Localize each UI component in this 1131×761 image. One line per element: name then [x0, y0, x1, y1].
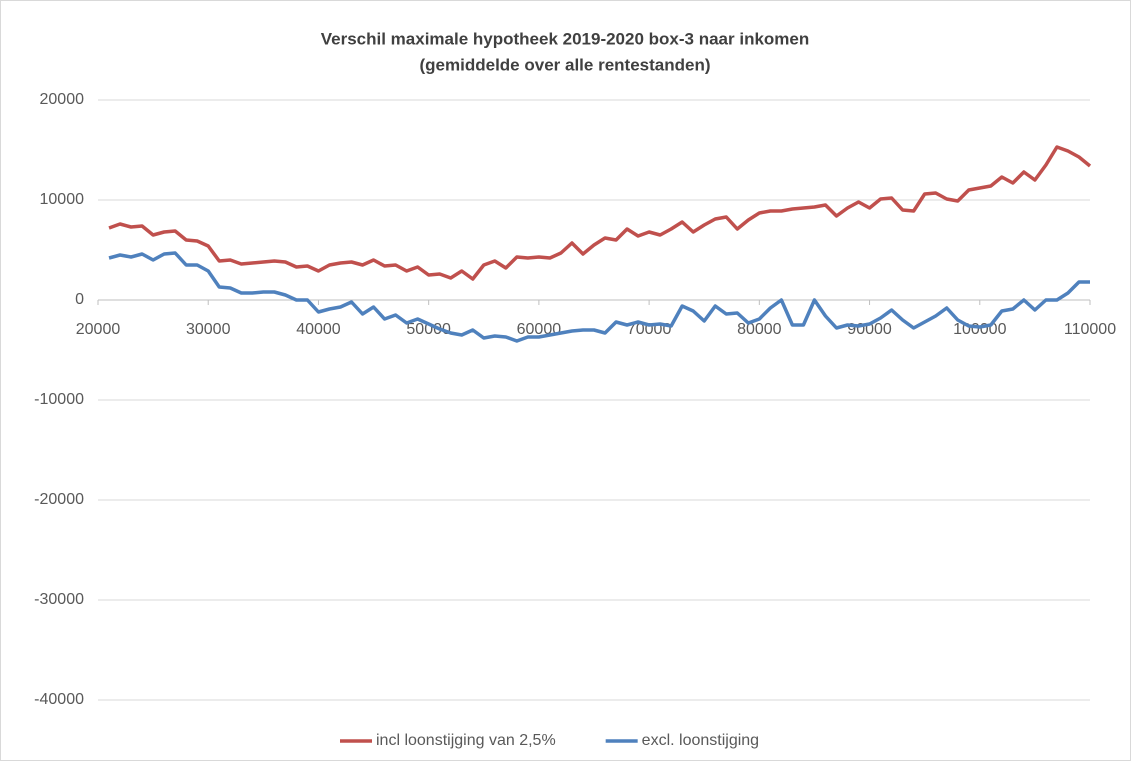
chart-title: Verschil maximale hypotheek 2019-2020 bo… [321, 29, 810, 48]
x-tick-label: 110000 [1064, 321, 1116, 338]
y-tick-label: -10000 [34, 391, 84, 408]
x-tick-label: 30000 [186, 321, 231, 338]
y-tick-label: -20000 [34, 491, 84, 508]
series-line [108, 145, 1092, 281]
y-tick-label: -30000 [34, 591, 84, 608]
y-tick-label: 20000 [40, 91, 85, 108]
x-tick-label: 50000 [406, 321, 451, 338]
y-tick-label: 10000 [40, 191, 85, 208]
x-tick-label: 20000 [76, 321, 121, 338]
x-tick-label: 40000 [296, 321, 341, 338]
legend-label: incl loonstijging van 2,5% [376, 732, 556, 749]
chart-subtitle: (gemiddelde over alle rentestanden) [420, 55, 711, 74]
legend-label: excl. loonstijging [642, 732, 759, 749]
y-tick-label: -40000 [34, 691, 84, 708]
x-tick-label: 80000 [737, 321, 782, 338]
y-tick-label: 0 [75, 291, 84, 308]
series-line [108, 251, 1090, 343]
